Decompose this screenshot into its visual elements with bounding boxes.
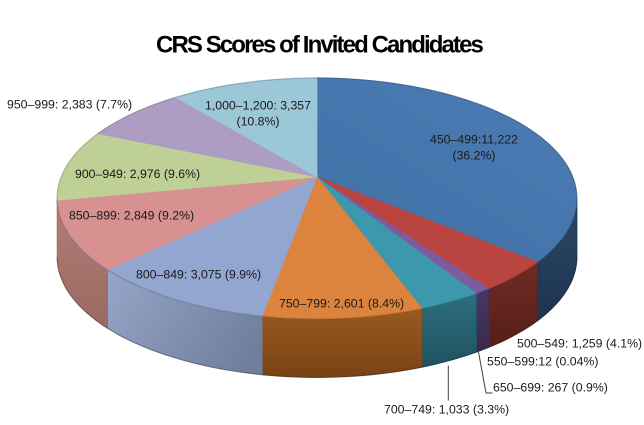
svg-text:500–549: 1,259 (4.1%): 500–549: 1,259 (4.1%) [517,337,642,351]
svg-text:700–749: 1,033 (3.3%): 700–749: 1,033 (3.3%) [384,403,509,417]
svg-text:750–799: 2,601 (8.4%): 750–799: 2,601 (8.4%) [279,297,404,311]
svg-text:650–699: 267 (0.9%): 650–699: 267 (0.9%) [493,381,608,395]
svg-text:(36.2%): (36.2%) [452,148,495,162]
svg-text:900–949: 2,976 (9.6%): 900–949: 2,976 (9.6%) [75,167,200,181]
svg-text:1,000–1,200: 3,357: 1,000–1,200: 3,357 [205,99,311,113]
svg-text:550–599:12 (0.04%): 550–599:12 (0.04%) [487,355,598,369]
svg-text:450–499:11,222: 450–499:11,222 [430,133,518,147]
svg-text:800–849: 3,075 (9.9%): 800–849: 3,075 (9.9%) [136,268,261,282]
svg-text:850–899: 2,849 (9.2%): 850–899: 2,849 (9.2%) [69,209,194,223]
svg-text:950–999: 2,383 (7.7%): 950–999: 2,383 (7.7%) [7,98,132,112]
svg-text:(10.8%): (10.8%) [236,115,279,129]
svg-text:CRS Scores of Invited Candidat: CRS Scores of Invited Candidates [156,32,484,59]
